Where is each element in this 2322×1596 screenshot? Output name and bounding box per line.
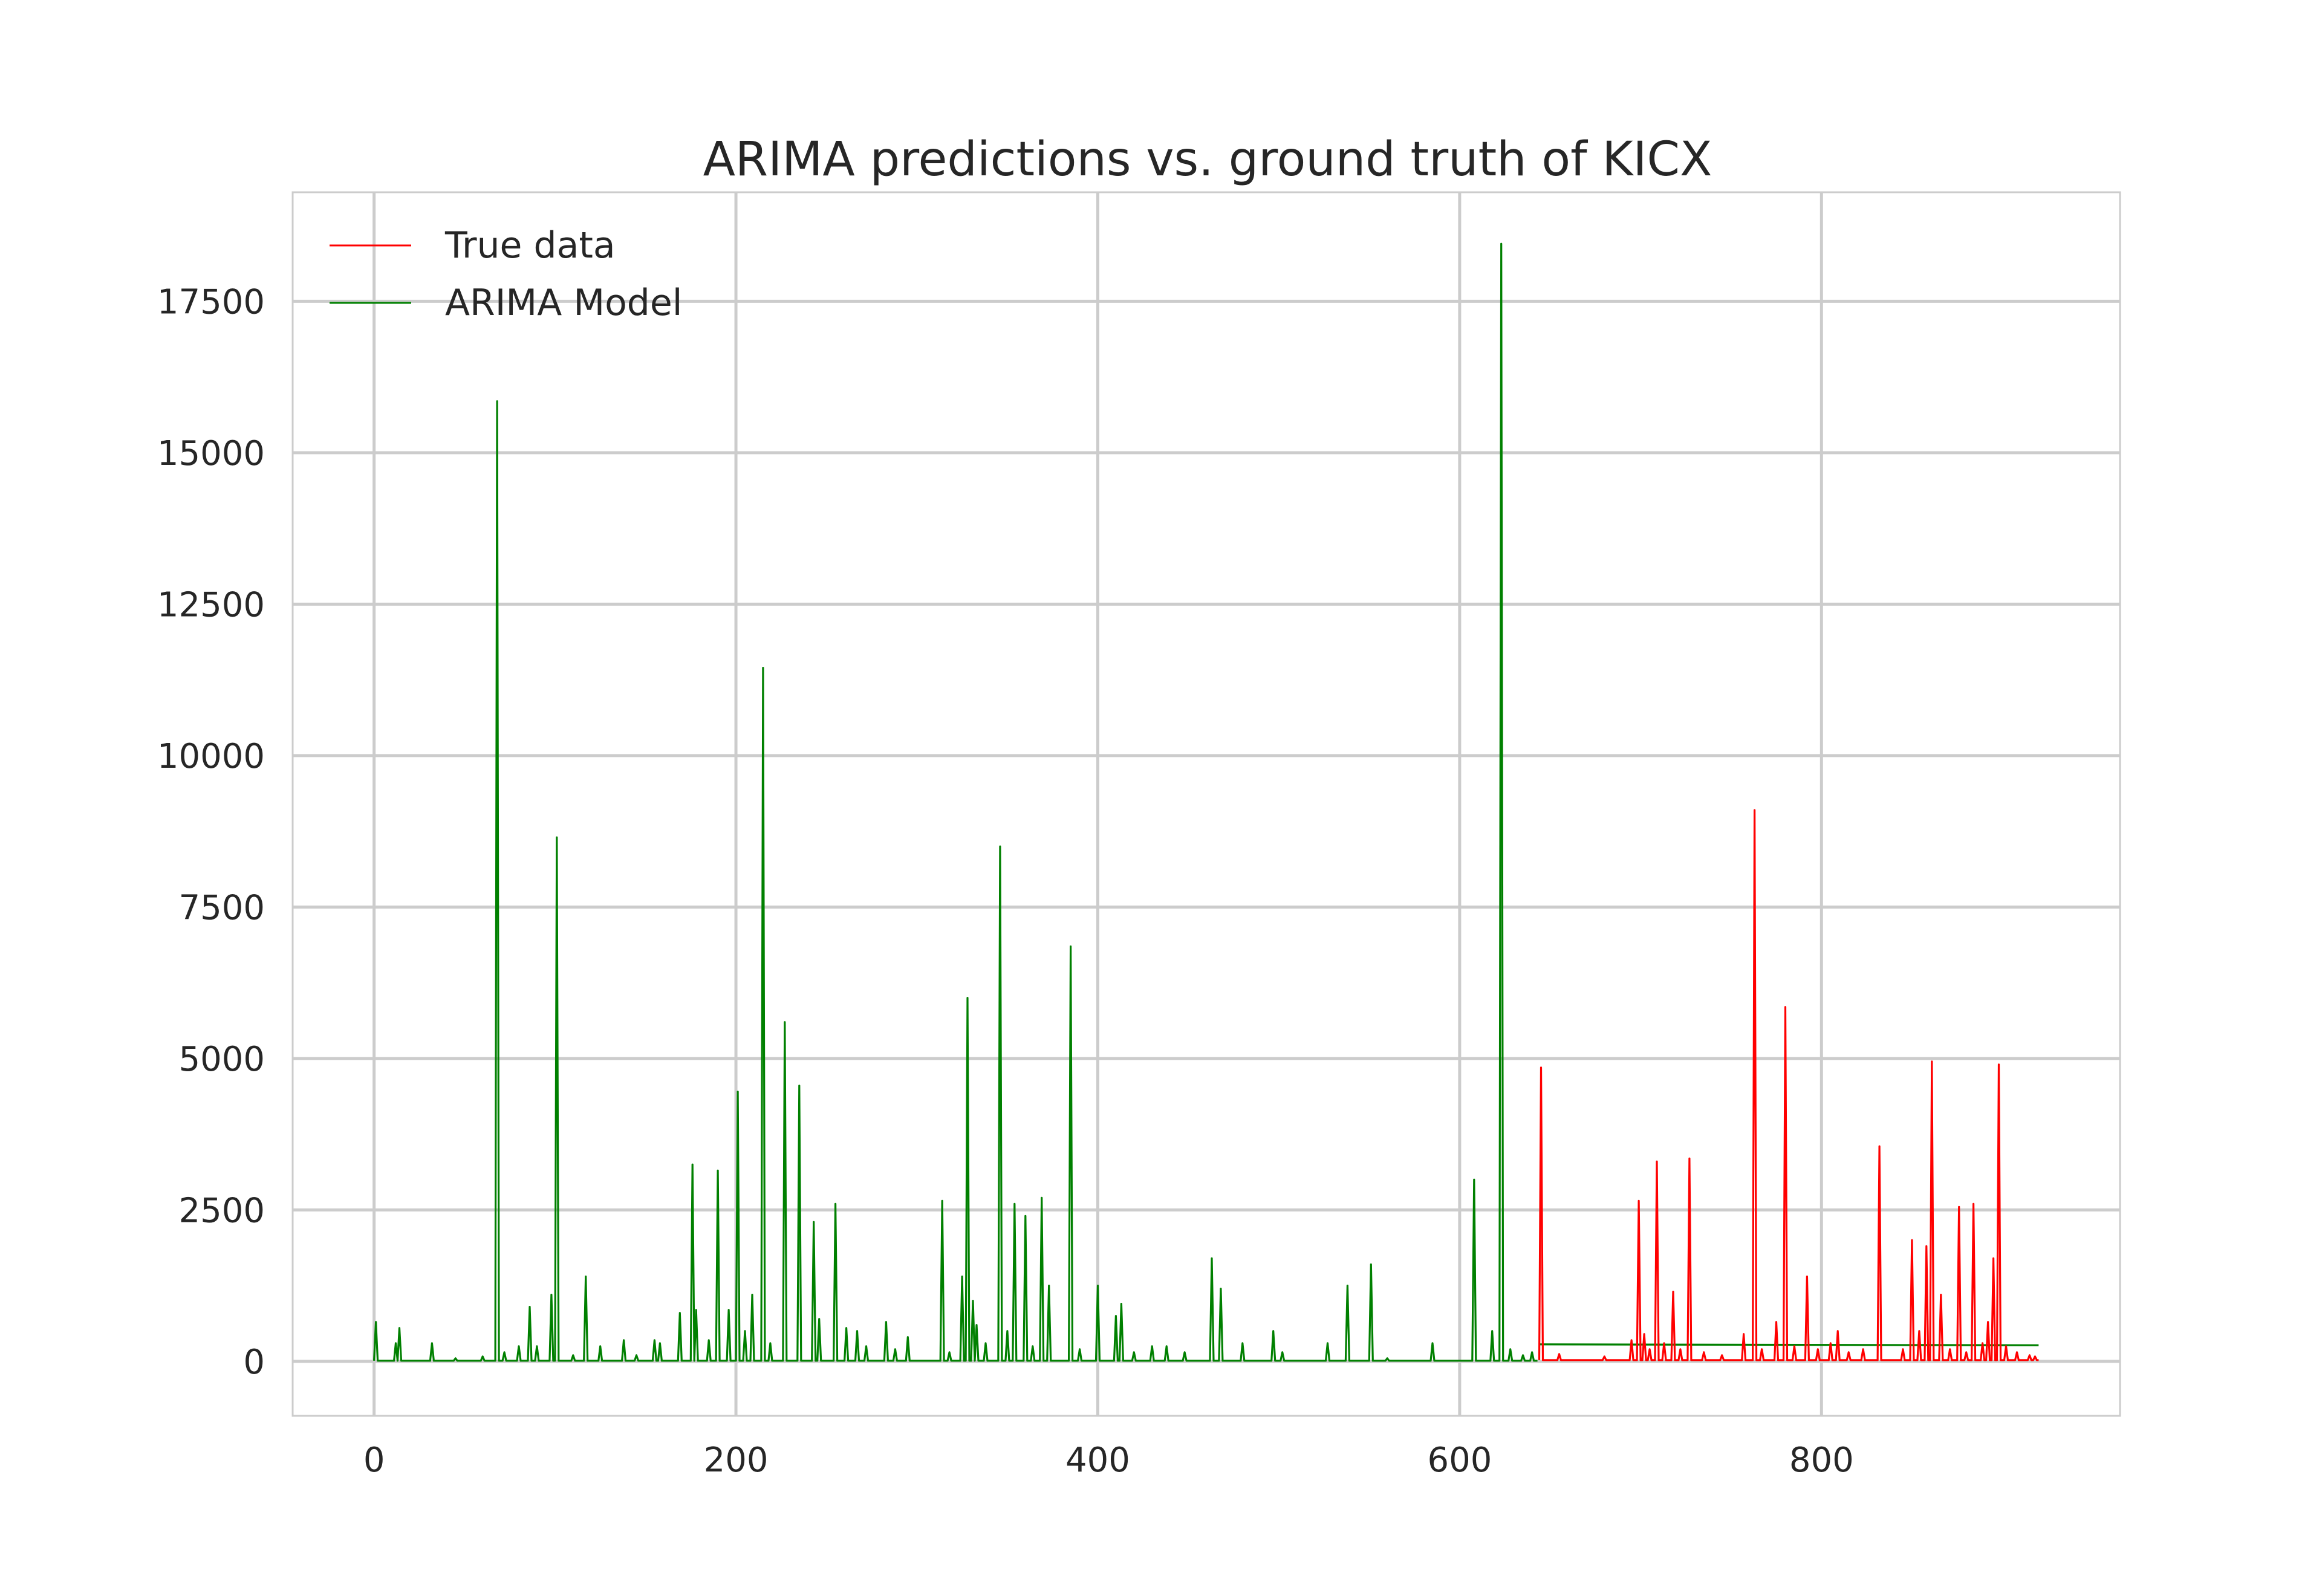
series-lines [373, 242, 2039, 1362]
x-tick-label: 0 [363, 1441, 385, 1480]
y-tick-label: 2500 [178, 1191, 265, 1230]
legend: True data ARIMA Model [330, 224, 682, 324]
y-tick-label: 10000 [157, 737, 265, 776]
legend-label-true-data: True data [444, 224, 616, 267]
series-forecast-arima-model [1539, 1343, 2039, 1346]
y-tick-label: 5000 [178, 1040, 265, 1079]
y-tick-label: 15000 [157, 434, 265, 473]
y-tick-label: 7500 [178, 888, 265, 927]
x-tick-label: 800 [1789, 1441, 1854, 1480]
y-tick-label: 17500 [157, 282, 265, 322]
y-tick-label: 12500 [157, 585, 265, 624]
x-tick-label: 200 [704, 1441, 769, 1480]
x-tick-label: 400 [1065, 1441, 1130, 1480]
y-tick-label: 0 [243, 1343, 265, 1382]
plot-background [291, 191, 2121, 1417]
series-line-arima-model [373, 242, 1538, 1362]
tick-labels: 0 200 400 600 800 0 2500 5000 7500 10000 12500 1500… [157, 282, 1854, 1480]
series-line-true-data [1538, 809, 2039, 1361]
chart-title: ARIMA predictions vs. ground truth of KI… [703, 132, 1712, 187]
x-tick-label: 600 [1427, 1441, 1492, 1480]
plot-area: 0 200 400 600 800 0 2500 5000 7500 10000 12500 1500… [157, 191, 2121, 1480]
grid-lines [293, 192, 2120, 1416]
legend-label-arima-model: ARIMA Model [445, 282, 682, 324]
